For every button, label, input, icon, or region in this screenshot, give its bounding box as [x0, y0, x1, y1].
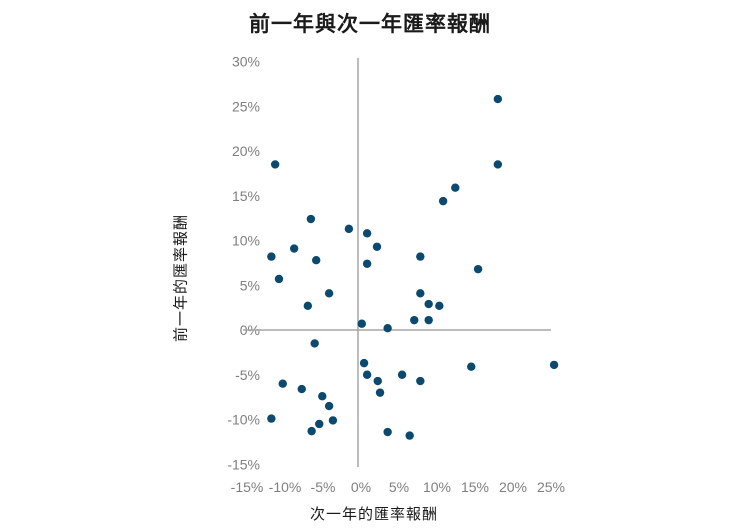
- x-tick-label: 15%: [461, 479, 489, 495]
- data-point: [307, 426, 316, 436]
- data-point: [267, 252, 276, 261]
- y-axis-ticks: 30%25%20%15%10%5%0%-5%-10%-15%: [227, 54, 260, 473]
- x-tick-label: 5%: [389, 479, 409, 495]
- data-point: [318, 392, 327, 401]
- x-axis-label: 次一年的匯率報酬: [309, 505, 438, 523]
- data-point: [303, 301, 313, 311]
- data-point: [324, 289, 334, 298]
- data-point: [416, 252, 425, 261]
- data-point: [410, 315, 419, 325]
- y-tick-label: 25%: [232, 98, 260, 114]
- data-point: [312, 255, 321, 265]
- y-tick-label: 10%: [232, 233, 260, 249]
- data-point: [344, 224, 354, 234]
- data-point: [373, 376, 382, 386]
- data-point: [416, 289, 425, 298]
- data-point: [438, 196, 448, 206]
- y-tick-label: -5%: [235, 367, 260, 383]
- data-point: [435, 301, 444, 311]
- chart-title: 前一年與次一年匯率報酬: [249, 12, 491, 36]
- data-point: [297, 384, 306, 394]
- data-point: [270, 160, 280, 169]
- data-point: [375, 388, 385, 397]
- y-tick-label: 30%: [232, 54, 260, 70]
- data-point: [424, 315, 433, 325]
- data-point: [383, 427, 392, 437]
- data-point: [549, 360, 559, 370]
- data-point: [357, 319, 366, 328]
- y-tick-label: 15%: [232, 188, 260, 204]
- data-point: [324, 401, 334, 411]
- data-point: [310, 339, 319, 348]
- data-point: [451, 183, 460, 192]
- data-point: [362, 370, 372, 379]
- data-point: [267, 414, 276, 423]
- data-point: [372, 242, 382, 251]
- data-point: [405, 431, 414, 440]
- data-points: [267, 94, 559, 440]
- data-point: [416, 376, 425, 386]
- y-tick-label: -10%: [227, 412, 260, 428]
- y-tick-label: 20%: [232, 143, 260, 159]
- data-point: [306, 214, 316, 224]
- data-point: [315, 419, 324, 429]
- y-tick-label: 5%: [240, 277, 260, 293]
- x-tick-label: 0%: [351, 479, 371, 495]
- x-tick-label: 10%: [423, 479, 451, 495]
- data-point: [383, 324, 392, 333]
- data-point: [493, 160, 503, 169]
- data-point: [278, 379, 287, 388]
- data-point: [397, 370, 407, 379]
- x-axis-ticks: -15% -10% -5% 0% 5% 10% 15% 20% 25%: [231, 479, 565, 495]
- data-point: [473, 264, 483, 274]
- data-point: [493, 94, 503, 104]
- data-point: [359, 358, 369, 368]
- data-point: [362, 259, 372, 268]
- x-tick-label: -5%: [311, 479, 336, 495]
- x-tick-label: -15%: [231, 479, 264, 495]
- data-point: [274, 274, 284, 284]
- x-tick-label: 25%: [537, 479, 565, 495]
- x-tick-label: -10%: [269, 479, 302, 495]
- data-point: [328, 416, 338, 425]
- x-tick-label: 20%: [499, 479, 527, 495]
- data-point: [467, 362, 476, 371]
- y-tick-label: -15%: [227, 456, 260, 472]
- data-point: [289, 244, 299, 253]
- data-point: [362, 229, 372, 238]
- data-point: [424, 299, 433, 309]
